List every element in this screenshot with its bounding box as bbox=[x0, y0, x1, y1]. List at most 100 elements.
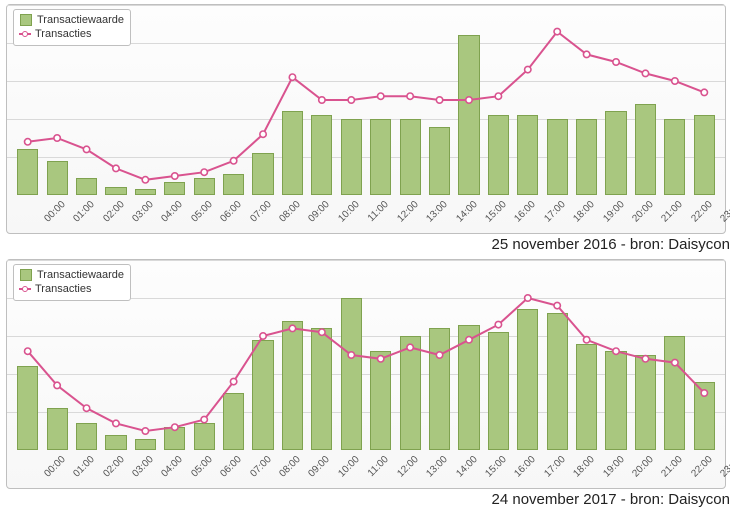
legend-bar-label: Transactiewaarde bbox=[37, 268, 124, 282]
legend-line-label: Transacties bbox=[35, 282, 91, 296]
x-tick-label: 23:00 bbox=[712, 199, 730, 231]
legend-bar-label: Transactiewaarde bbox=[37, 13, 124, 27]
x-tick-label: 02:00 bbox=[94, 199, 126, 231]
x-tick-label: 15:00 bbox=[477, 454, 509, 486]
x-tick-label: 06:00 bbox=[212, 454, 244, 486]
series-marker bbox=[348, 352, 354, 358]
series-marker bbox=[83, 146, 89, 152]
x-tick-label: 06:00 bbox=[212, 199, 244, 231]
series-marker bbox=[525, 66, 531, 72]
x-tick-label: 21:00 bbox=[653, 199, 685, 231]
x-tick-label: 05:00 bbox=[183, 454, 215, 486]
legend-item-bar: Transactiewaarde bbox=[20, 13, 124, 27]
x-tick-label: 22:00 bbox=[683, 454, 715, 486]
x-tick-label: 03:00 bbox=[124, 454, 156, 486]
series-marker bbox=[407, 344, 413, 350]
series-marker bbox=[613, 59, 619, 65]
x-tick-label: 09:00 bbox=[300, 199, 332, 231]
legend-item-bar: Transactiewaarde bbox=[20, 268, 124, 282]
series-marker bbox=[613, 348, 619, 354]
chart-panel: TransactiewaardeTransacties 00:0001:0002:… bbox=[6, 4, 726, 234]
series-marker bbox=[583, 51, 589, 57]
series-marker bbox=[436, 97, 442, 103]
series-marker bbox=[525, 295, 531, 301]
series-marker bbox=[378, 356, 384, 362]
series-marker bbox=[25, 139, 31, 145]
series-marker bbox=[54, 135, 60, 141]
x-tick-label: 19:00 bbox=[595, 199, 627, 231]
legend-line-label: Transacties bbox=[35, 27, 91, 41]
series-marker bbox=[583, 337, 589, 343]
series-marker bbox=[319, 97, 325, 103]
series-marker bbox=[348, 97, 354, 103]
legend-item-line: Transacties bbox=[20, 27, 124, 41]
x-tick-label: 19:00 bbox=[595, 454, 627, 486]
series-marker bbox=[201, 416, 207, 422]
series-marker bbox=[113, 165, 119, 171]
x-tick-label: 09:00 bbox=[300, 454, 332, 486]
x-tick-label: 11:00 bbox=[359, 199, 391, 231]
series-marker bbox=[289, 325, 295, 331]
series-marker bbox=[407, 93, 413, 99]
x-tick-label: 07:00 bbox=[242, 454, 274, 486]
series-marker bbox=[260, 131, 266, 137]
series-marker bbox=[142, 177, 148, 183]
x-tick-label: 16:00 bbox=[506, 454, 538, 486]
series-marker bbox=[201, 169, 207, 175]
x-tick-label: 12:00 bbox=[389, 454, 421, 486]
x-tick-label: 03:00 bbox=[124, 199, 156, 231]
x-tick-label: 17:00 bbox=[536, 199, 568, 231]
x-tick-label: 04:00 bbox=[153, 454, 185, 486]
series-marker bbox=[172, 424, 178, 430]
series-marker bbox=[230, 378, 236, 384]
x-tick-label: 14:00 bbox=[447, 199, 479, 231]
series-marker bbox=[230, 158, 236, 164]
x-tick-label: 01:00 bbox=[65, 199, 97, 231]
x-axis: 00:0001:0002:0003:0004:0005:0006:0007:00… bbox=[7, 450, 725, 488]
x-tick-label: 18:00 bbox=[565, 199, 597, 231]
plot-area: TransactiewaardeTransacties bbox=[7, 5, 725, 195]
x-tick-label: 01:00 bbox=[65, 454, 97, 486]
series-marker bbox=[701, 89, 707, 95]
series-marker bbox=[672, 78, 678, 84]
x-tick-label: 10:00 bbox=[330, 199, 362, 231]
chart-caption: 25 november 2016 - bron: Daisycon bbox=[0, 236, 730, 253]
series-marker bbox=[54, 382, 60, 388]
x-tick-label: 00:00 bbox=[36, 199, 68, 231]
series-marker bbox=[436, 352, 442, 358]
series-marker bbox=[378, 93, 384, 99]
x-tick-label: 14:00 bbox=[447, 454, 479, 486]
x-tick-label: 08:00 bbox=[271, 199, 303, 231]
x-tick-label: 13:00 bbox=[418, 454, 450, 486]
series-marker bbox=[113, 420, 119, 426]
chart-panel: TransactiewaardeTransacties00:0001:0002:… bbox=[6, 259, 726, 489]
series-marker bbox=[554, 302, 560, 308]
legend: TransactiewaardeTransacties bbox=[13, 9, 131, 46]
series-marker bbox=[701, 390, 707, 396]
bar-swatch-icon bbox=[20, 14, 32, 26]
chart-caption: 24 november 2017 - bron: Daisycon bbox=[0, 491, 730, 508]
series-marker bbox=[289, 74, 295, 80]
series-marker bbox=[142, 428, 148, 434]
x-tick-label: 17:00 bbox=[536, 454, 568, 486]
series-marker bbox=[642, 356, 648, 362]
series-marker bbox=[172, 173, 178, 179]
x-tick-label: 07:00 bbox=[242, 199, 274, 231]
line-swatch-icon bbox=[20, 284, 30, 294]
x-tick-label: 04:00 bbox=[153, 199, 185, 231]
x-tick-label: 18:00 bbox=[565, 454, 597, 486]
x-tick-label: 13:00 bbox=[418, 199, 450, 231]
series-marker bbox=[83, 405, 89, 411]
line-swatch-icon bbox=[20, 29, 30, 39]
x-tick-label: 05:00 bbox=[183, 199, 215, 231]
x-tick-label: 20:00 bbox=[624, 454, 656, 486]
series-marker bbox=[260, 333, 266, 339]
x-tick-label: 23:00 bbox=[712, 454, 730, 486]
x-tick-label: 11:00 bbox=[359, 454, 391, 486]
x-tick-label: 12:00 bbox=[389, 199, 421, 231]
x-tick-label: 02:00 bbox=[94, 454, 126, 486]
plot-area: TransactiewaardeTransacties bbox=[7, 260, 725, 450]
x-tick-label: 00:00 bbox=[36, 454, 68, 486]
series-marker bbox=[495, 321, 501, 327]
series-marker bbox=[554, 28, 560, 34]
